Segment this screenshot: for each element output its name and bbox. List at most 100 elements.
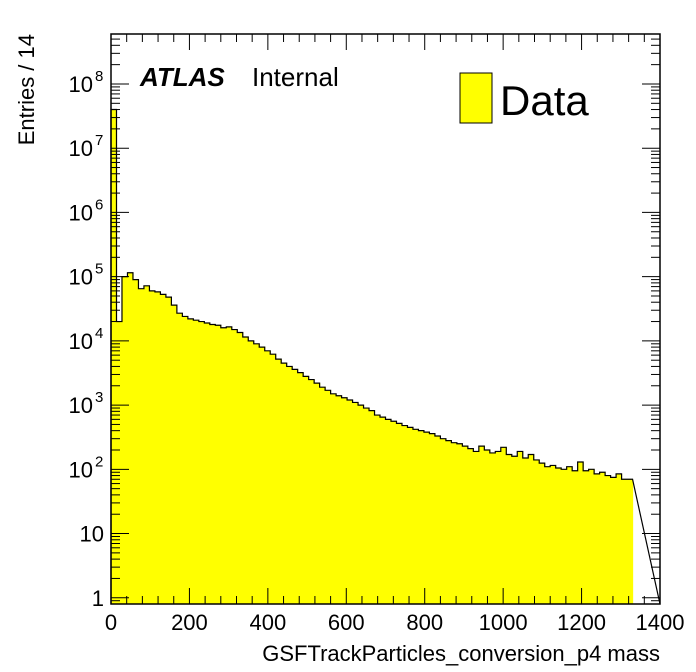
- histogram-bar: [303, 376, 310, 604]
- histogram-bar: [226, 326, 233, 604]
- histogram-bar: [363, 408, 370, 604]
- x-tick-label: 1000: [479, 610, 528, 635]
- histogram-bar: [478, 446, 485, 604]
- histogram-bar: [418, 430, 425, 604]
- histogram-bar: [264, 350, 271, 604]
- histogram-bar: [555, 467, 562, 604]
- histogram-bar: [116, 321, 123, 604]
- y-tick-label: 10: [69, 136, 93, 161]
- histogram-bar: [500, 447, 507, 604]
- histogram-bar: [594, 473, 601, 604]
- histogram-bar: [561, 469, 568, 604]
- histogram-bar: [286, 366, 293, 604]
- histogram-bar: [528, 454, 535, 604]
- histogram-bar: [193, 320, 200, 604]
- histogram-bar: [270, 354, 277, 604]
- histogram-bar: [627, 479, 634, 604]
- histogram-bar: [369, 410, 376, 604]
- histogram-bar: [423, 432, 431, 604]
- histogram-bar: [127, 272, 134, 604]
- y-axis-title: Entries / 14: [14, 34, 39, 145]
- histogram-bar: [358, 405, 365, 604]
- histogram-bar: [473, 451, 480, 604]
- x-tick-label: 600: [328, 610, 365, 635]
- y-tick-exponent: 8: [95, 68, 103, 85]
- histogram-bar: [297, 372, 304, 604]
- x-tick-label: 800: [406, 610, 443, 635]
- histogram-bar: [533, 459, 540, 604]
- histogram-bar: [456, 443, 463, 604]
- histogram-bar: [242, 336, 249, 604]
- histogram-bar: [539, 463, 546, 604]
- histogram-bar: [111, 109, 118, 604]
- y-tick-exponent: 6: [95, 196, 103, 213]
- legend-label-data: Data: [500, 77, 589, 124]
- y-tick-exponent: 3: [95, 389, 103, 406]
- histogram-bar: [544, 466, 551, 604]
- histogram-bar: [176, 313, 183, 604]
- histogram-bar: [259, 347, 266, 604]
- x-tick-label: 200: [171, 610, 208, 635]
- y-tick-label: 1: [92, 586, 104, 611]
- histogram-bar: [572, 470, 579, 604]
- y-tick-exponent: 4: [95, 325, 103, 342]
- histogram-bar: [380, 417, 387, 604]
- histogram-bar: [121, 276, 129, 604]
- histogram-bar: [440, 438, 447, 604]
- histogram-bar: [577, 462, 584, 604]
- legend-swatch-data: [459, 72, 493, 124]
- x-tick-label: 0: [105, 610, 117, 635]
- histogram-bar: [484, 449, 491, 604]
- histogram-bars: [111, 109, 634, 604]
- histogram-bar: [347, 400, 354, 604]
- histogram-bar: [605, 475, 612, 604]
- histogram-bar: [215, 325, 222, 604]
- histogram-bar: [220, 327, 227, 604]
- histogram-bar: [187, 318, 194, 604]
- histogram-bar: [154, 291, 162, 604]
- histogram-bar: [583, 470, 590, 604]
- atlas-status-label: Internal: [252, 62, 339, 92]
- histogram-bar: [149, 290, 156, 604]
- histogram-bar: [495, 451, 502, 604]
- histogram-bar: [165, 297, 172, 604]
- x-tick-label: 1400: [636, 610, 685, 635]
- histogram-bar: [209, 324, 216, 604]
- x-tick-label: 400: [249, 610, 286, 635]
- y-tick-label: 10: [69, 393, 93, 418]
- y-tick-exponent: 7: [95, 132, 103, 149]
- histogram-bar: [319, 387, 326, 604]
- y-tick-label: 10: [69, 72, 93, 97]
- histogram-bar: [610, 477, 617, 604]
- histogram-bar: [412, 429, 420, 604]
- histogram-bar: [429, 433, 436, 604]
- histogram-bar: [231, 329, 238, 604]
- histogram-bar: [171, 305, 178, 604]
- histogram-bar: [138, 288, 145, 604]
- x-tick-label: 1200: [557, 610, 606, 635]
- histogram-bar: [314, 383, 321, 604]
- histogram-bar: [182, 316, 189, 604]
- histogram-bar: [462, 446, 469, 604]
- histogram-bar: [506, 454, 513, 604]
- histogram-bar: [237, 332, 244, 604]
- y-tick-label: 10: [80, 522, 104, 547]
- x-axis: 0 200 400 600 800 1000 1200 1400: [105, 34, 685, 635]
- histogram-bar: [132, 279, 140, 604]
- histogram-bar: [330, 393, 337, 604]
- atlas-label: ATLAS: [139, 62, 225, 92]
- histogram-bar: [308, 379, 315, 604]
- y-tick-label: 10: [69, 200, 93, 225]
- histogram-bar: [336, 395, 343, 604]
- y-tick-label: 10: [69, 329, 93, 354]
- histogram-bar: [248, 340, 255, 604]
- histogram-bar: [434, 436, 441, 604]
- plot-frame: [110, 33, 661, 605]
- histogram-bar: [451, 442, 458, 604]
- histogram-bar: [275, 359, 282, 604]
- y-tick-label: 10: [69, 457, 93, 482]
- histogram-bar: [407, 427, 414, 604]
- y-tick-label: 10: [69, 265, 93, 290]
